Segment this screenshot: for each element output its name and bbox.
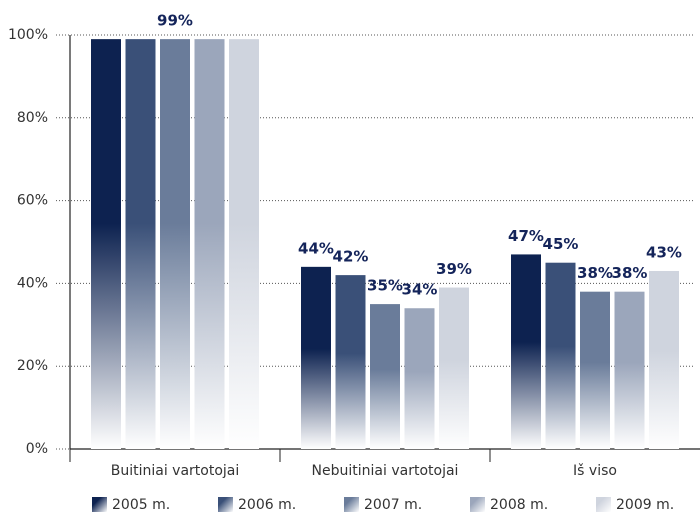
value-label: 47%	[508, 227, 544, 245]
bar	[545, 262, 576, 449]
value-label: 38%	[612, 264, 648, 282]
bar	[370, 304, 400, 449]
bar	[160, 39, 190, 449]
legend-swatch	[596, 497, 611, 512]
legend-swatch	[218, 497, 233, 512]
x-tick-label: Buitiniai vartotojai	[111, 463, 240, 479]
legend-label: 2007 m.	[364, 497, 422, 513]
bar	[125, 39, 156, 449]
legend-label: 2005 m.	[112, 497, 170, 513]
bar	[649, 270, 679, 449]
legend-swatch	[344, 497, 359, 512]
value-label: 99%	[157, 12, 193, 30]
value-label: 45%	[543, 235, 579, 253]
y-tick-label: 20%	[17, 358, 48, 374]
y-tick-label: 80%	[17, 110, 48, 126]
bar	[439, 287, 469, 449]
y-tick-label: 100%	[8, 27, 48, 43]
value-label: 42%	[333, 248, 369, 266]
value-label: 44%	[298, 239, 334, 257]
x-tick-label: Iš viso	[573, 463, 617, 479]
bar	[194, 39, 225, 449]
value-label: 38%	[577, 264, 613, 282]
bar	[229, 39, 259, 449]
x-tick-label: Nebuitiniai vartotojai	[312, 463, 459, 479]
bar	[614, 291, 645, 449]
legend-swatch	[470, 497, 485, 512]
bar	[91, 39, 121, 449]
bar	[404, 308, 435, 449]
value-label: 35%	[367, 277, 403, 295]
value-label: 43%	[646, 243, 682, 261]
bar	[335, 275, 366, 449]
legend-label: 2006 m.	[238, 497, 296, 513]
legend-label: 2009 m.	[616, 497, 674, 513]
bar	[580, 291, 610, 449]
bar	[301, 266, 331, 449]
bar	[511, 254, 541, 449]
y-tick-label: 40%	[17, 275, 48, 291]
y-tick-label: 60%	[17, 193, 48, 209]
value-label: 39%	[436, 260, 472, 278]
legend-swatch	[92, 497, 107, 512]
legend-label: 2008 m.	[490, 497, 548, 513]
y-tick-label: 0%	[26, 441, 48, 457]
value-label: 34%	[402, 281, 438, 299]
